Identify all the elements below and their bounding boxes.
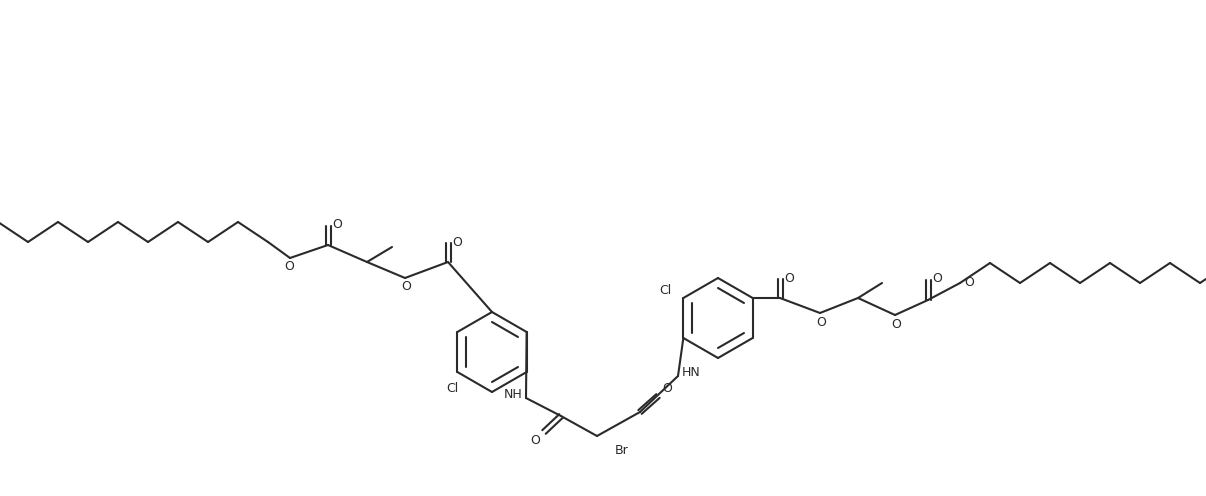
Text: O: O: [332, 219, 343, 232]
Text: O: O: [964, 275, 974, 289]
Text: O: O: [402, 281, 411, 294]
Text: O: O: [932, 272, 942, 286]
Text: O: O: [891, 317, 901, 330]
Text: O: O: [285, 260, 294, 273]
Text: Cl: Cl: [446, 382, 458, 395]
Text: O: O: [816, 315, 826, 328]
Text: O: O: [784, 271, 794, 285]
Text: O: O: [531, 434, 540, 446]
Text: O: O: [452, 236, 462, 248]
Text: Cl: Cl: [660, 285, 672, 298]
Text: Br: Br: [615, 443, 628, 456]
Text: O: O: [662, 381, 672, 394]
Text: NH: NH: [504, 388, 522, 401]
Text: HN: HN: [681, 367, 701, 379]
